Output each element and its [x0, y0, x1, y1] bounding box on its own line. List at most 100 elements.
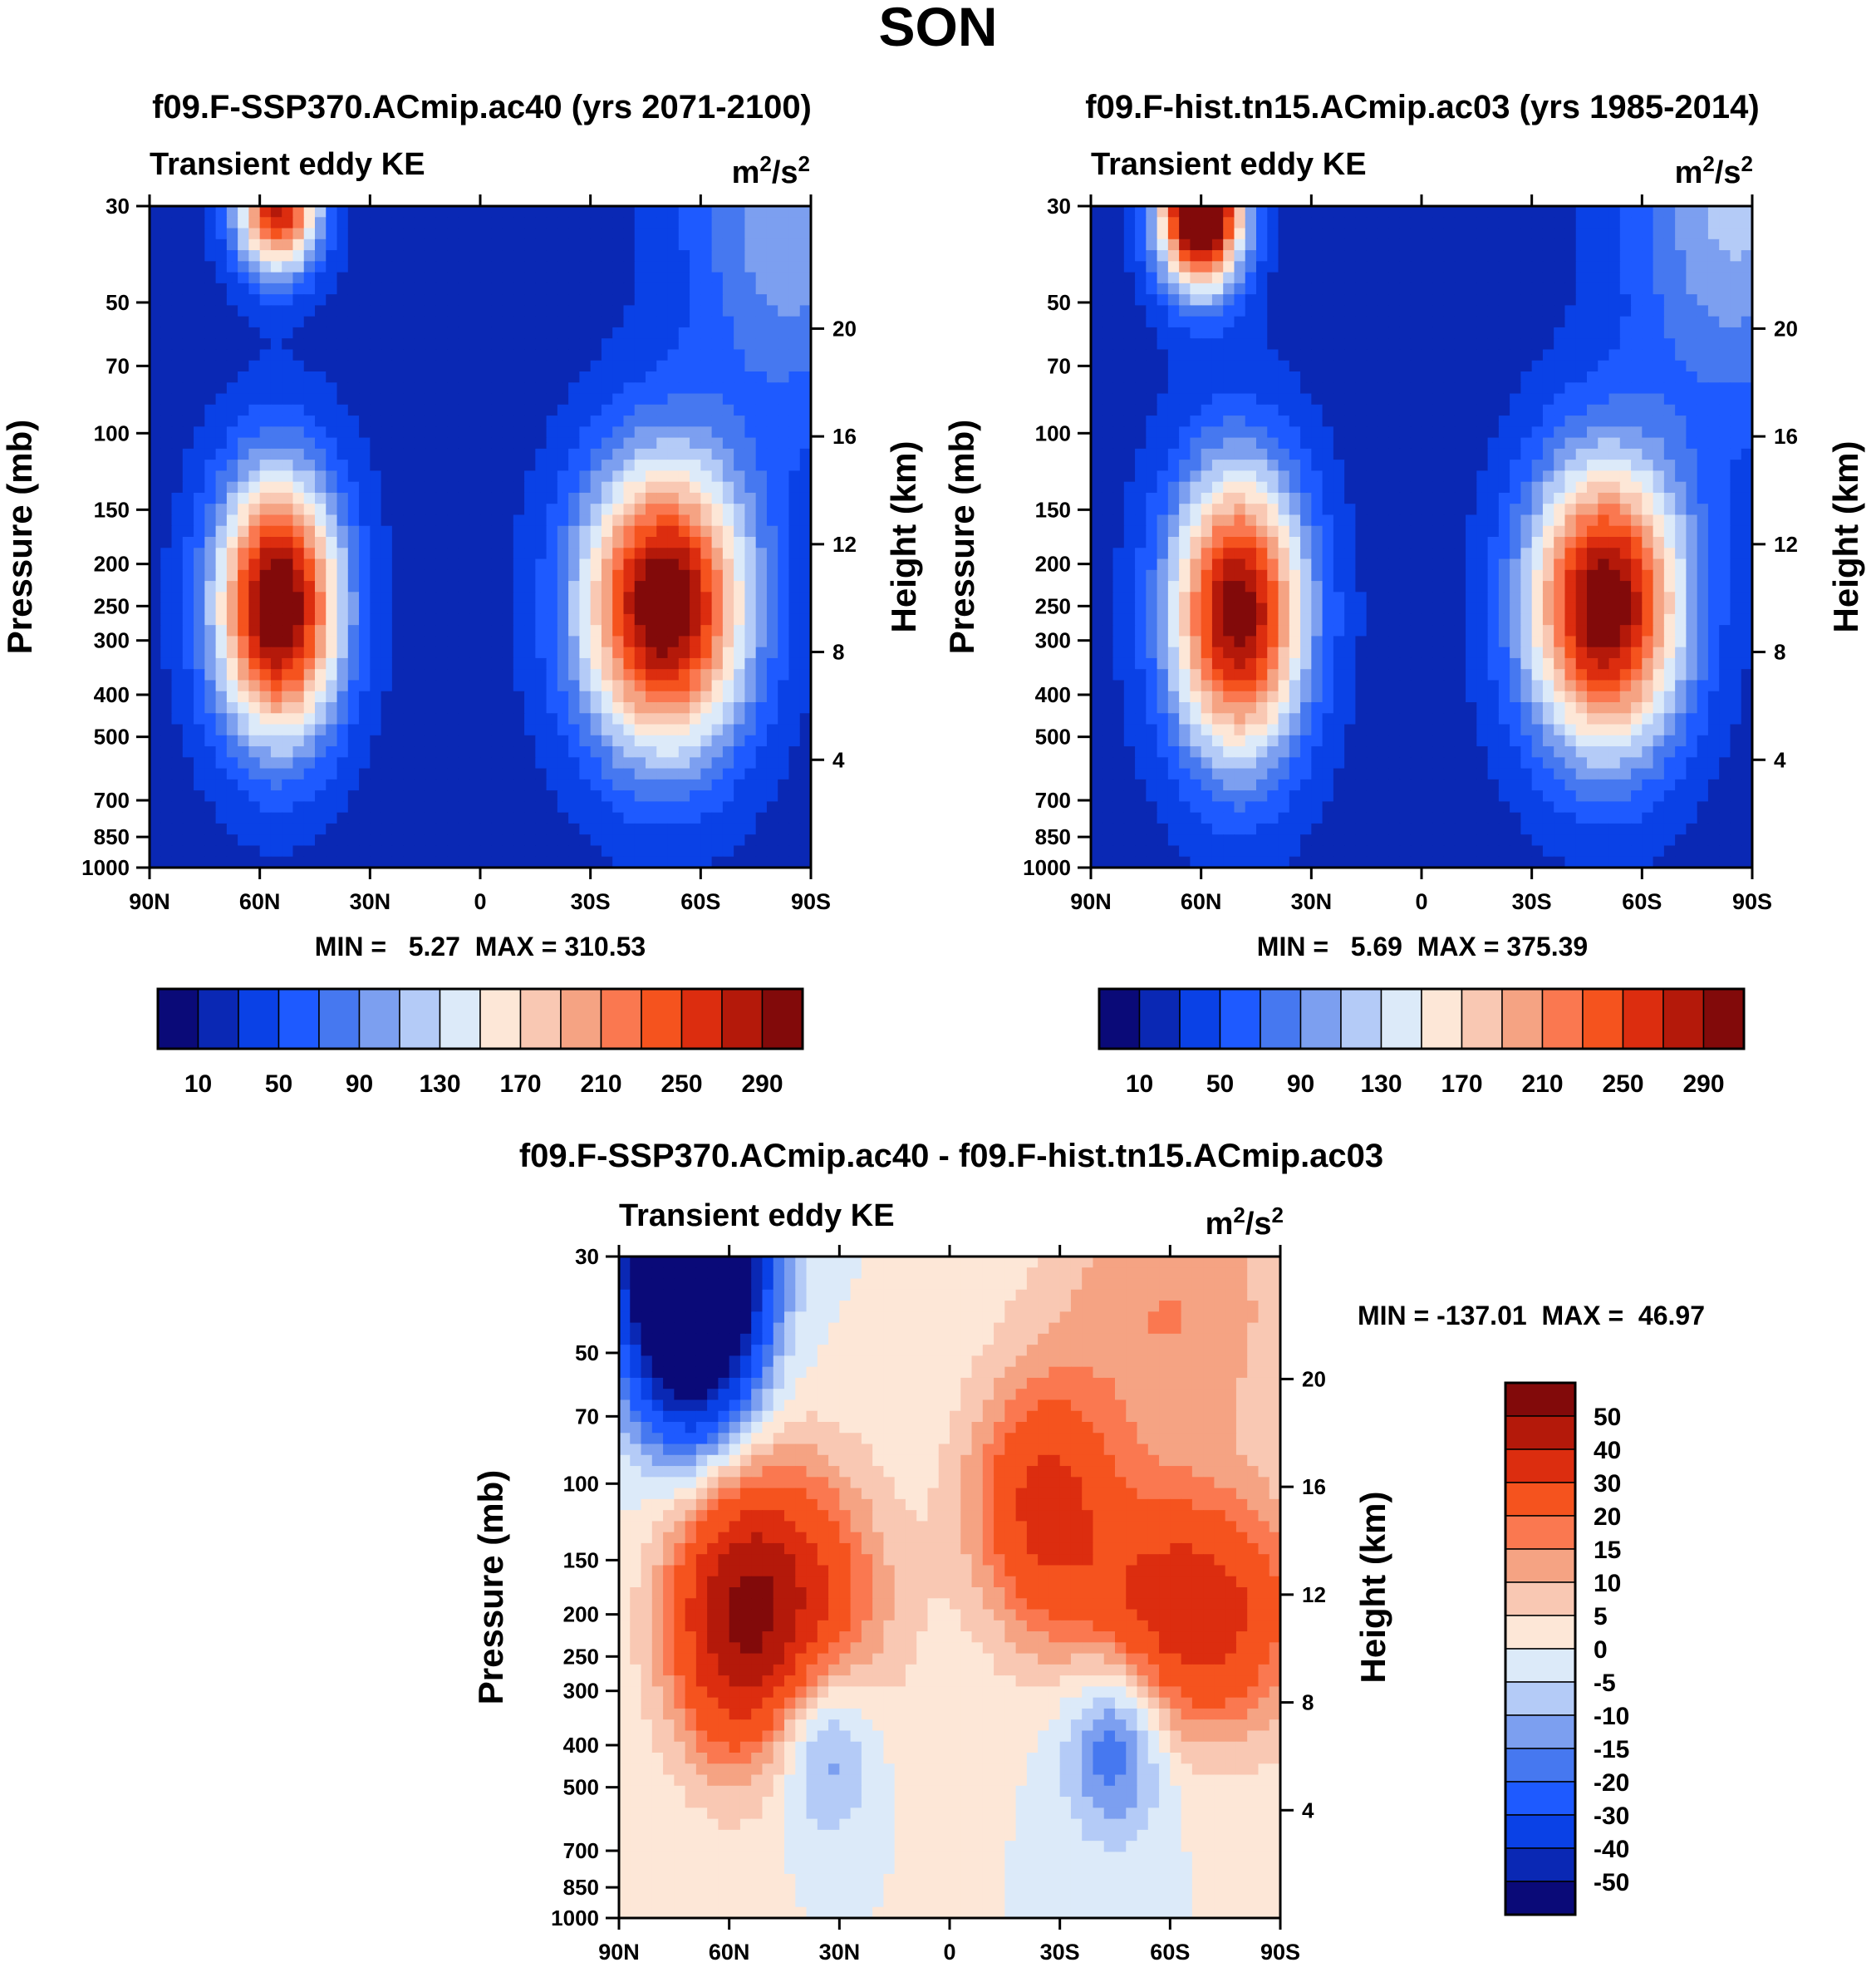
field-cell — [1663, 239, 1676, 251]
field-cell — [414, 360, 426, 372]
field-cell — [667, 647, 680, 659]
field-cell — [194, 294, 205, 306]
field-cell — [347, 294, 360, 306]
field-cell — [1102, 272, 1114, 284]
field-cell — [1719, 228, 1731, 240]
field-cell — [1211, 382, 1224, 395]
field-cell — [557, 261, 569, 273]
field-cell — [1223, 316, 1235, 328]
field-cell — [238, 613, 249, 626]
field-cell — [634, 702, 646, 714]
field-cell — [303, 636, 316, 648]
field-cell — [690, 371, 701, 383]
field-cell — [469, 569, 481, 582]
field-cell — [778, 525, 790, 538]
field-cell — [171, 702, 184, 714]
field-cell — [270, 283, 282, 295]
field-cell — [370, 481, 382, 494]
field-cell — [524, 581, 536, 593]
field-cell — [491, 349, 503, 361]
field-cell — [535, 581, 548, 593]
field-cell — [1564, 349, 1577, 361]
field-cell — [1278, 426, 1290, 439]
field-cell — [799, 636, 812, 648]
field-cell — [711, 569, 724, 582]
field-cell — [215, 724, 228, 736]
field-cell — [215, 537, 228, 548]
field-cell — [347, 790, 360, 802]
field-cell — [1167, 316, 1180, 328]
field-cell — [1510, 404, 1521, 416]
field-cell — [722, 724, 734, 736]
field-cell — [414, 768, 426, 780]
field-cell — [755, 845, 768, 858]
field-cell — [182, 338, 194, 351]
field-cell — [1289, 261, 1301, 273]
field-cell — [303, 768, 316, 780]
field-cell — [381, 779, 393, 791]
field-cell — [601, 206, 613, 218]
field-cell — [579, 702, 592, 714]
field-cell — [1443, 294, 1456, 306]
field-cell — [381, 636, 393, 648]
field-cell — [381, 581, 393, 593]
field-cell — [788, 338, 801, 351]
field-cell — [690, 437, 701, 450]
field-cell — [204, 657, 217, 670]
field-cell — [590, 801, 602, 814]
field-cell — [270, 713, 282, 725]
field-cell — [194, 845, 205, 858]
field-cell — [667, 382, 680, 395]
field-cell — [414, 228, 426, 240]
field-cell — [303, 460, 316, 471]
field-cell — [1245, 239, 1257, 251]
field-cell — [259, 558, 272, 571]
field-cell — [315, 537, 327, 548]
field-cell — [160, 779, 173, 791]
field-cell — [766, 746, 778, 758]
field-cell — [171, 724, 184, 736]
field-cell — [766, 757, 778, 770]
field-cell — [150, 790, 161, 802]
field-cell — [1223, 261, 1235, 273]
field-cell — [1201, 371, 1213, 383]
field-cell — [612, 613, 625, 626]
field-cell — [403, 669, 415, 681]
field-cell — [326, 602, 338, 615]
field-cell — [1487, 250, 1500, 262]
field-cell — [447, 548, 459, 560]
field-cell — [788, 691, 801, 703]
variable-label: Transient eddy KE — [1091, 147, 1367, 182]
field-cell — [623, 272, 636, 284]
field-cell — [480, 669, 492, 681]
field-cell — [1476, 272, 1489, 284]
field-cell — [336, 647, 349, 659]
field-cell — [778, 349, 790, 361]
field-cell — [150, 504, 161, 516]
field-cell — [1487, 261, 1500, 273]
field-cell — [623, 647, 636, 659]
field-cell — [194, 768, 205, 780]
field-cell — [270, 426, 282, 439]
field-cell — [1223, 349, 1235, 361]
field-cell — [1608, 239, 1621, 251]
field-cell — [336, 514, 349, 527]
field-cell — [1476, 261, 1489, 273]
field-cell — [1531, 426, 1544, 439]
field-cell — [381, 569, 393, 582]
field-cell — [722, 823, 734, 835]
field-cell — [778, 294, 790, 306]
field-cell — [359, 327, 371, 339]
field-cell — [1707, 305, 1720, 317]
field-cell — [1487, 239, 1500, 251]
field-cell — [1300, 294, 1312, 306]
field-cell — [1355, 305, 1368, 317]
field-cell — [579, 636, 592, 648]
field-cell — [1631, 316, 1643, 328]
field-cell — [1443, 382, 1456, 395]
field-cell — [1697, 382, 1709, 395]
field-cell — [1201, 239, 1213, 251]
field-cell — [270, 217, 282, 229]
field-cell — [744, 272, 757, 284]
colorbar-swatch — [399, 988, 441, 1050]
